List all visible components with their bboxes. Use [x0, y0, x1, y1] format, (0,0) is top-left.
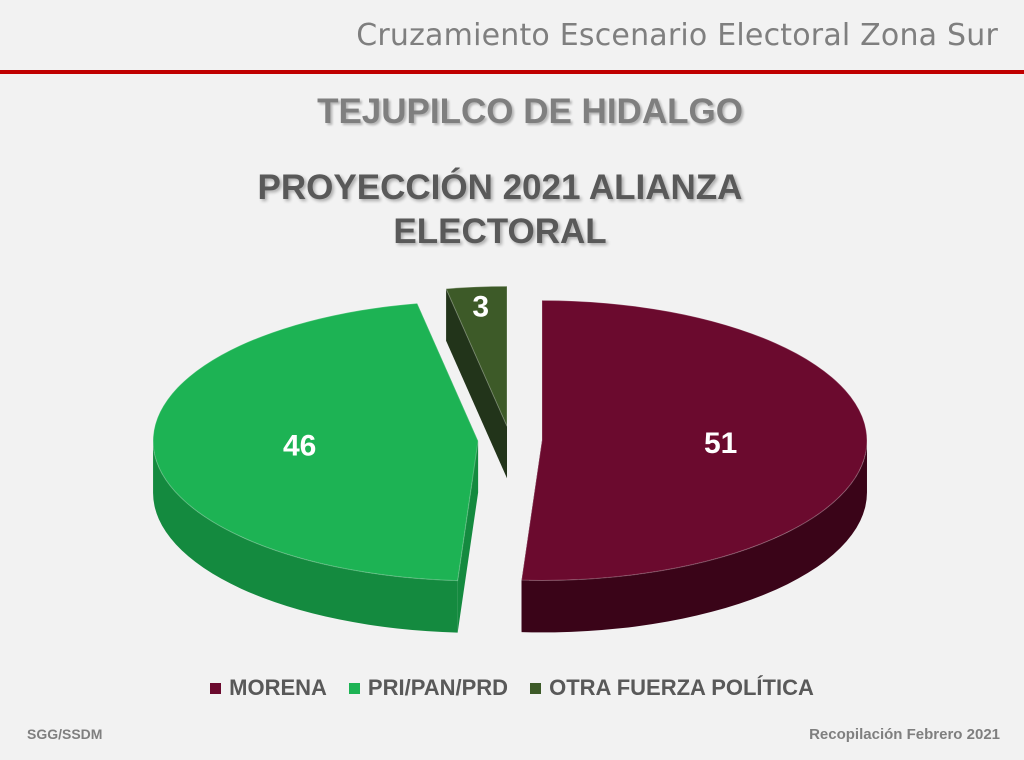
chart-title: PROYECCIÓN 2021 ALIANZA ELECTORAL	[257, 168, 743, 251]
data-label-morena: 51	[704, 427, 737, 460]
legend-item-pri-pan-prd: PRI/PAN/PRD	[348, 675, 509, 701]
chart-legend: MORENA PRI/PAN/PRD OTRA FUERZA POLÍTICA	[0, 675, 1024, 701]
slice-wall	[153, 440, 458, 633]
legend-label: MORENA	[229, 675, 327, 700]
legend-item-otra-fuerza-politica: OTRA FUERZA POLÍTICA	[530, 675, 814, 701]
footer-source: SGG/SSDM	[27, 726, 103, 742]
legend-label: OTRA FUERZA POLÍTICA	[549, 675, 814, 700]
legend-item-morena: MORENA	[210, 675, 327, 701]
data-label-otra-fuerza-politica: 3	[472, 290, 489, 323]
slice-otra-fuerza-politica	[445, 285, 508, 427]
slice-wall	[521, 440, 867, 633]
header-title: Cruzamiento Escenario Electoral Zona Sur	[356, 18, 998, 53]
municipality-title: TEJUPILCO DE HIDALGO	[317, 92, 743, 131]
slice-cut-face	[457, 440, 479, 633]
header-divider	[0, 70, 1024, 74]
slice-side-otra-fuerza-politica	[446, 288, 507, 479]
slice-morena	[521, 299, 868, 581]
data-label-pri-pan-prd: 46	[283, 430, 316, 463]
legend-swatch	[348, 682, 360, 694]
legend-label: PRI/PAN/PRD	[367, 675, 509, 700]
footer-date: Recopilación Febrero 2021	[809, 726, 1000, 743]
pie-chart: 51 46 3	[152, 285, 868, 633]
slice-cut-face	[446, 288, 507, 479]
legend-swatch	[210, 682, 222, 694]
legend-swatch	[530, 682, 542, 694]
slice-pri-pan-prd	[152, 302, 479, 582]
